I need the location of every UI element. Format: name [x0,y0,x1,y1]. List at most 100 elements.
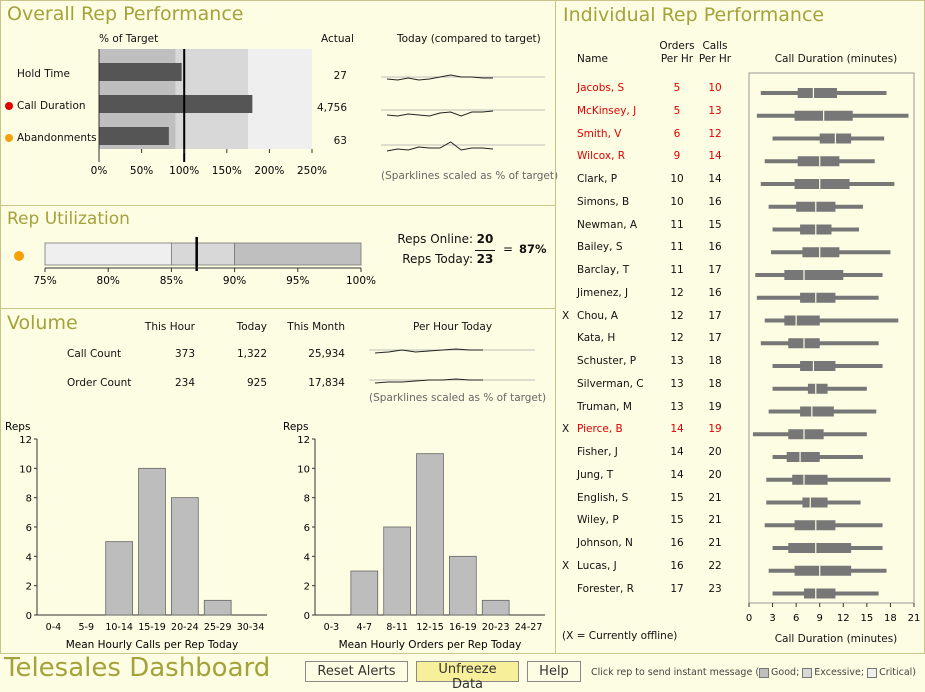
rep-name[interactable]: Bailey, S [577,241,623,254]
rep-name[interactable]: Jung, T [577,468,614,481]
duration-iqr-box [788,429,824,440]
rep-calls-per-hr[interactable]: 23 [708,582,722,595]
rep-name[interactable]: English, S [577,491,629,504]
rep-orders-per-hr[interactable]: 11 [670,264,684,276]
rep-name[interactable]: McKinsey, J [577,104,637,117]
rep-calls-per-hr[interactable]: 21 [708,491,722,504]
rep-name[interactable]: Johnson, N [577,537,633,549]
rep-orders-per-hr[interactable]: 14 [670,423,684,436]
rep-calls-per-hr[interactable]: 21 [708,514,722,527]
col-calls-line2: Per Hr [698,53,732,65]
rep-name[interactable]: Chou, A [577,309,618,322]
rep-name[interactable]: Newman, A [577,218,638,231]
footer-hint: Click rep to send instant message (Good;… [591,667,916,678]
rep-orders-per-hr[interactable]: 6 [673,127,681,140]
offline-marker: X [562,309,570,322]
rep-orders-per-hr[interactable]: 16 [670,559,684,572]
y-tick-label: 12 [297,435,310,446]
rep-orders-per-hr[interactable]: 16 [670,537,684,549]
utilization-percent: 87% [519,242,547,256]
rep-orders-per-hr[interactable]: 13 [670,400,684,413]
rep-calls-per-hr[interactable]: 14 [708,173,722,185]
reps-online-value: 20 [476,232,494,246]
volume-row-hour: 373 [174,348,195,360]
rep-orders-per-hr[interactable]: 17 [670,582,684,595]
rep-name[interactable]: Barclay, T [577,264,630,276]
metric-actual-call-duration: 4,756 [316,102,347,114]
rep-orders-per-hr[interactable]: 14 [670,446,684,458]
rep-calls-per-hr[interactable]: 10 [708,82,722,94]
rep-orders-per-hr[interactable]: 12 [670,286,684,299]
rep-name[interactable]: Fisher, J [577,446,618,458]
rep-orders-per-hr[interactable]: 10 [670,173,684,185]
rep-calls-per-hr[interactable]: 21 [708,537,722,549]
unfreeze-data-button[interactable]: Unfreeze Data [416,661,519,692]
reset-alerts-button[interactable]: Reset Alerts [305,661,408,682]
histogram-bar [481,599,510,616]
rep-orders-per-hr[interactable]: 11 [670,218,684,231]
utilization-orange-circle-icon[interactable] [14,251,24,261]
rep-calls-per-hr[interactable]: 20 [708,446,722,458]
volume-row-name: Call Count [67,348,122,360]
rep-orders-per-hr[interactable]: 11 [670,241,684,254]
rep-orders-per-hr[interactable]: 5 [673,104,681,117]
duration-iqr-box [802,497,828,508]
rep-calls-per-hr[interactable]: 14 [708,150,722,163]
rep-orders-per-hr[interactable]: 5 [673,82,681,94]
rep-calls-per-hr[interactable]: 15 [708,218,722,231]
alert-red-circle-icon[interactable] [5,102,13,110]
y-axis-label: Reps [5,421,30,433]
rep-calls-per-hr[interactable]: 19 [708,423,722,436]
help-button[interactable]: Help [527,661,581,682]
rep-name[interactable]: Forester, R [577,582,634,595]
rep-name[interactable]: Schuster, P [577,355,637,367]
rep-calls-per-hr[interactable]: 19 [708,400,722,413]
rep-calls-per-hr[interactable]: 16 [708,241,722,254]
rep-name[interactable]: Kata, H [577,332,616,345]
rep-name[interactable]: Wiley, P [577,514,619,527]
rep-orders-per-hr[interactable]: 14 [670,468,684,481]
rep-calls-per-hr[interactable]: 18 [708,377,722,390]
rep-calls-per-hr[interactable]: 16 [708,286,722,299]
x-tick-label: 21 [908,613,921,624]
rep-calls-per-hr[interactable]: 22 [708,559,722,572]
y-tick-label: 2 [304,582,310,593]
rep-calls-per-hr[interactable]: 17 [708,309,722,322]
rep-orders-per-hr[interactable]: 13 [670,377,684,390]
rep-orders-per-hr[interactable]: 10 [670,195,684,208]
rep-name[interactable]: Smith, V [577,127,622,140]
rep-name[interactable]: Pierce, B [577,423,623,436]
rep-name[interactable]: Clark, P [577,173,618,185]
metric-actual-hold-time: 27 [333,70,347,82]
rep-orders-per-hr[interactable]: 9 [673,150,681,163]
rep-calls-per-hr[interactable]: 17 [708,332,722,345]
rep-name[interactable]: Lucas, J [577,559,617,572]
x-tick-label: 0 [746,613,752,624]
rep-name[interactable]: Simons, B [577,195,630,208]
rep-orders-per-hr[interactable]: 12 [670,309,684,322]
rep-calls-per-hr[interactable]: 17 [708,264,722,276]
rep-name[interactable]: Jimenez, J [577,286,629,299]
overall-sparklines [381,74,545,152]
actual-label: Actual [321,33,354,45]
x-tick-label: 95% [286,275,309,287]
rep-calls-per-hr[interactable]: 20 [708,468,722,481]
rep-orders-per-hr[interactable]: 15 [670,514,684,527]
rep-calls-per-hr[interactable]: 13 [708,104,722,117]
rep-name[interactable]: Wilcox, R [577,150,626,163]
rep-name[interactable]: Jacobs, S [577,82,625,94]
col-orders-line2: Per Hr [660,53,694,65]
rep-name[interactable]: Truman, M [577,400,632,413]
x-tick-label: 15-19 [138,622,166,633]
alert-orange-circle-icon[interactable] [5,134,13,142]
rep-calls-per-hr[interactable]: 18 [708,355,722,367]
legend-open: ( [755,667,760,678]
rep-orders-per-hr[interactable]: 13 [670,355,684,367]
rep-orders-per-hr[interactable]: 12 [670,332,684,345]
rep-orders-per-hr[interactable]: 15 [670,491,684,504]
histogram-bar [416,453,444,616]
rep-calls-per-hr[interactable]: 12 [708,127,722,140]
rep-calls-per-hr[interactable]: 16 [708,195,722,208]
rep-name[interactable]: Silverman, C [577,377,644,390]
col-orders-line1: Orders [659,40,695,52]
